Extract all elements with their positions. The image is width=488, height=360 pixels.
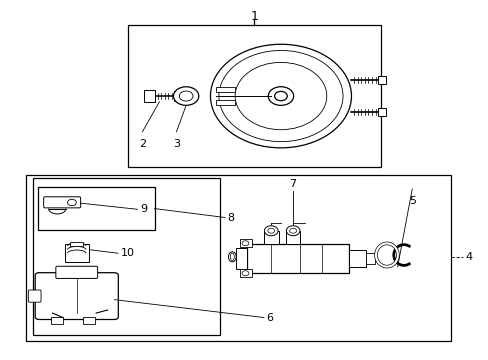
Circle shape xyxy=(289,228,296,233)
Circle shape xyxy=(242,241,248,246)
Circle shape xyxy=(268,87,293,105)
Circle shape xyxy=(179,91,193,101)
Text: 8: 8 xyxy=(227,212,234,222)
Text: 1: 1 xyxy=(250,10,258,23)
Bar xyxy=(236,248,246,269)
Text: 9: 9 xyxy=(140,204,147,214)
Text: 5: 5 xyxy=(408,196,415,206)
Bar xyxy=(239,269,251,277)
Text: 4: 4 xyxy=(465,252,472,262)
Ellipse shape xyxy=(228,252,236,262)
Bar xyxy=(348,250,366,267)
FancyBboxPatch shape xyxy=(56,266,98,278)
Text: 6: 6 xyxy=(266,312,273,323)
Circle shape xyxy=(264,226,278,236)
Bar xyxy=(239,239,251,247)
Bar xyxy=(246,244,348,273)
FancyBboxPatch shape xyxy=(43,197,81,208)
Text: 3: 3 xyxy=(173,139,180,149)
Bar xyxy=(26,175,450,341)
Bar xyxy=(33,178,220,336)
Bar xyxy=(215,87,235,92)
Bar xyxy=(143,90,154,102)
Text: 2: 2 xyxy=(139,139,145,149)
Bar xyxy=(70,242,83,246)
Circle shape xyxy=(235,62,326,130)
Bar xyxy=(64,244,89,262)
Bar xyxy=(377,76,385,84)
Bar xyxy=(264,231,278,244)
Bar xyxy=(83,317,95,324)
FancyBboxPatch shape xyxy=(28,290,41,302)
Circle shape xyxy=(274,91,287,101)
Bar xyxy=(377,108,385,116)
Circle shape xyxy=(267,228,274,233)
Circle shape xyxy=(173,87,199,105)
Ellipse shape xyxy=(375,243,397,267)
Bar xyxy=(215,100,235,105)
FancyBboxPatch shape xyxy=(35,273,118,319)
Bar xyxy=(51,317,63,324)
Circle shape xyxy=(67,199,76,206)
Circle shape xyxy=(210,44,351,148)
Circle shape xyxy=(286,226,299,236)
Text: 7: 7 xyxy=(289,179,296,189)
Bar xyxy=(174,91,183,101)
Bar xyxy=(127,24,380,167)
Bar xyxy=(38,187,154,230)
Bar xyxy=(285,231,300,244)
Text: 10: 10 xyxy=(120,248,134,258)
Circle shape xyxy=(242,271,248,276)
Bar xyxy=(366,253,374,264)
